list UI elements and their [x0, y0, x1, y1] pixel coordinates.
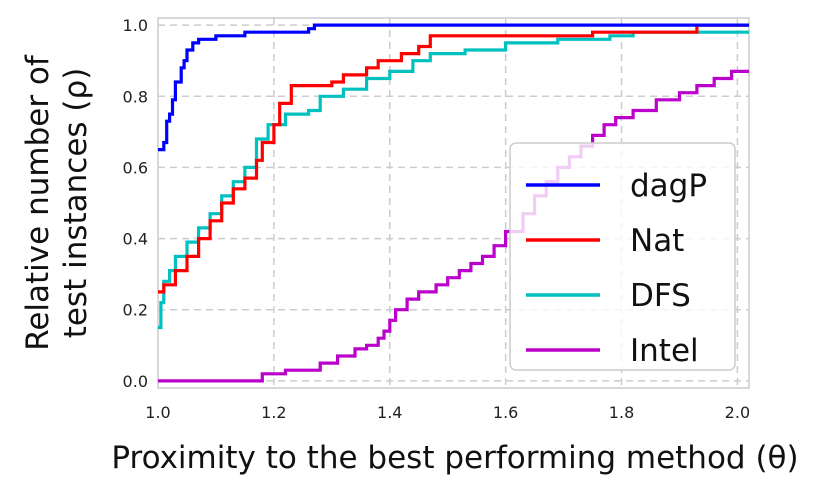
- series-line-dfs: [158, 30, 749, 330]
- series-line-dagp: [158, 23, 749, 152]
- x-tick-label: 1.6: [493, 403, 518, 422]
- x-tick-label: 2.0: [725, 403, 750, 422]
- legend-label-nat: Nat: [630, 223, 684, 259]
- x-axis-title: Proximity to the best performing method …: [111, 440, 798, 476]
- series-line-nat: [158, 23, 749, 294]
- series-lines: [158, 23, 749, 383]
- y-tick-label: 0.6: [123, 158, 148, 177]
- legend-box: [509, 142, 736, 371]
- legend-entries: dagP Nat DFS Intel: [526, 168, 707, 369]
- legend-label-dagp: dagP: [630, 168, 707, 204]
- legend-label-dfs: DFS: [630, 278, 691, 314]
- x-tick-label: 1.4: [377, 403, 402, 422]
- y-tick-labels: 0.0 0.2 0.4 0.6 0.8 1.0: [123, 16, 148, 391]
- y-axis-title-line2: test instances (ρ): [58, 68, 94, 339]
- y-tick-label: 0.8: [123, 87, 148, 106]
- y-axis-title-line1: Relative number of: [20, 54, 56, 351]
- x-tick-labels: 1.0 1.2 1.4 1.6 1.8 2.0: [145, 403, 750, 422]
- x-tick-label: 1.8: [609, 403, 634, 422]
- y-tick-label: 0.0: [123, 372, 148, 391]
- series-line-intel: [158, 69, 749, 383]
- legend: dagP Nat DFS Intel: [509, 142, 736, 371]
- legend-label-intel: Intel: [630, 333, 699, 369]
- y-tick-label: 1.0: [123, 16, 148, 35]
- y-tick-label: 0.4: [123, 230, 148, 249]
- y-tick-label: 0.2: [123, 301, 148, 320]
- x-tick-label: 1.0: [145, 403, 170, 422]
- plot-frame: [157, 17, 750, 389]
- x-tick-label: 1.2: [261, 403, 286, 422]
